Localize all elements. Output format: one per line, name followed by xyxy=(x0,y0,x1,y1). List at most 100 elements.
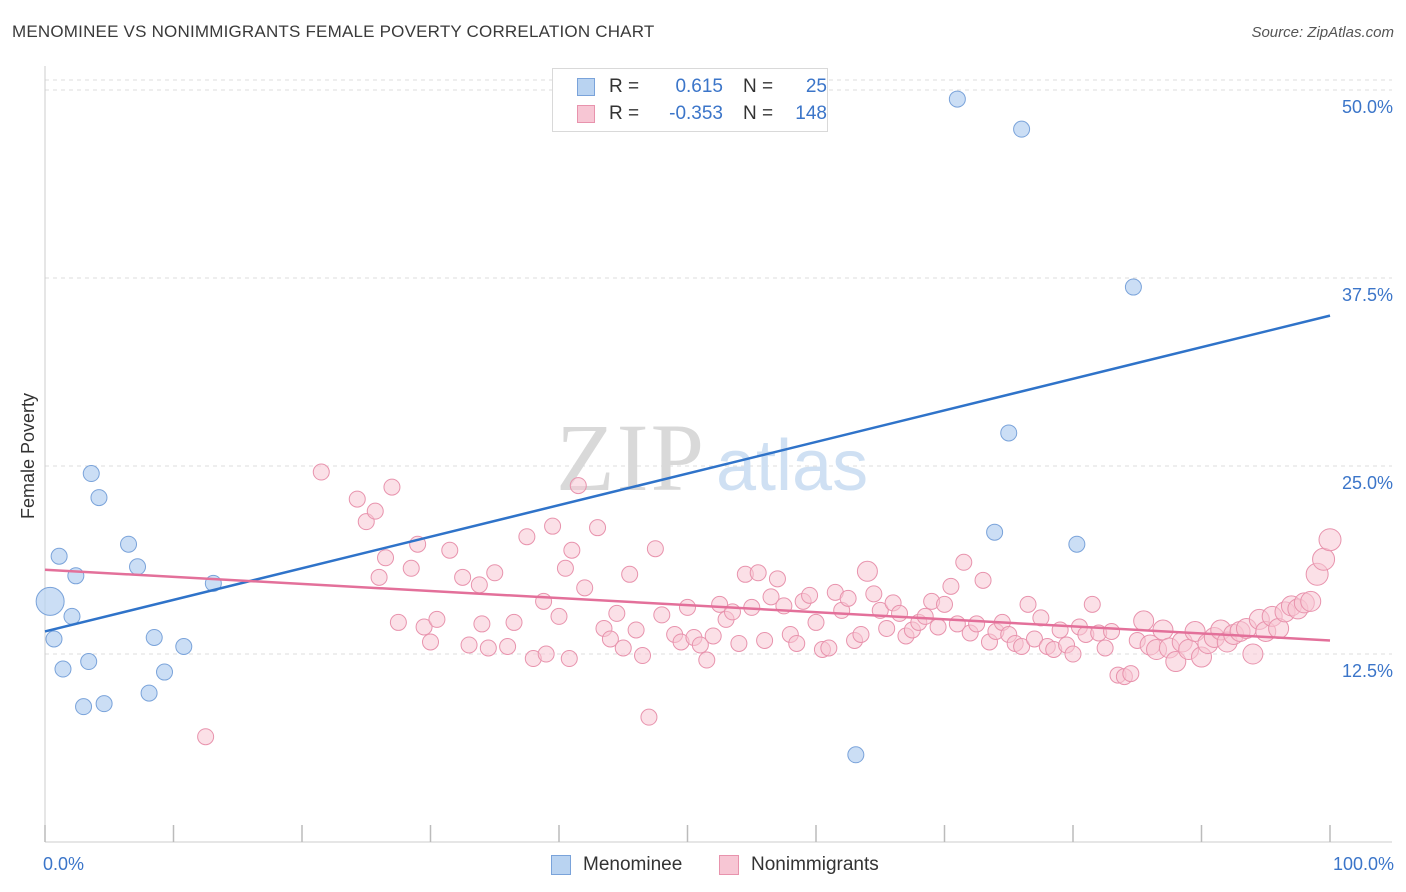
nonimmigrants-point xyxy=(556,559,574,577)
menominee-point xyxy=(63,607,81,625)
nonimmigrants-point xyxy=(704,627,722,645)
nonimmigrants-point xyxy=(942,577,960,595)
menominee-point xyxy=(1000,424,1018,442)
nonimmigrants-point xyxy=(1013,637,1031,655)
nonimmigrants-point xyxy=(711,595,729,613)
x-tick-labels: 0.0% 100.0% xyxy=(43,854,1394,874)
menominee-point xyxy=(140,684,158,702)
nonimmigrants-point xyxy=(749,564,767,582)
menominee-points xyxy=(35,90,1142,764)
nonimmigrants-swatch xyxy=(577,105,595,123)
nonimmigrants-point xyxy=(801,586,819,604)
r-label: R = xyxy=(609,76,640,97)
nonimmigrants-point xyxy=(820,639,838,657)
nonimmigrants-point xyxy=(1083,595,1101,613)
r-value: 0.615 xyxy=(675,76,723,97)
menominee-point xyxy=(145,628,163,646)
legend-item-menominee: Menominee xyxy=(551,852,682,878)
menominee-point xyxy=(75,698,93,716)
nonimmigrants-point xyxy=(479,639,497,657)
nonimmigrants-point xyxy=(691,636,709,654)
menominee-point xyxy=(54,660,72,678)
r-label: R = xyxy=(609,103,640,124)
nonimmigrants-point xyxy=(563,541,581,559)
nonimmigrants-point xyxy=(856,560,878,582)
source-credit: Source: ZipAtlas.com xyxy=(1251,24,1394,41)
menominee-point xyxy=(45,630,63,648)
legend-item-nonimmigrants: Nonimmigrants xyxy=(719,852,879,878)
nonimmigrants-point xyxy=(878,619,896,637)
menominee-point xyxy=(156,663,174,681)
menominee-point xyxy=(1068,535,1086,553)
nonimmigrants-point xyxy=(730,634,748,652)
nonimmigrants-point xyxy=(891,604,909,622)
nonimmigrants-point xyxy=(197,728,215,746)
axes xyxy=(44,66,1392,843)
nonimmigrants-point xyxy=(936,595,953,613)
gridlines xyxy=(45,79,1392,655)
nonimmigrants-point xyxy=(621,565,639,583)
nonimmigrants-point xyxy=(974,571,992,589)
x-tick-label: 0.0% xyxy=(43,854,84,874)
nonimmigrants-point xyxy=(601,630,619,648)
menominee-point xyxy=(120,535,138,553)
nonimmigrants-point xyxy=(366,502,384,520)
nonimmigrants-point xyxy=(537,645,555,663)
y-axis-label: Female Poverty xyxy=(18,393,38,519)
menominee-point xyxy=(175,637,193,655)
y-tick-label: 25.0% xyxy=(1342,473,1393,493)
nonimmigrants-point xyxy=(646,540,664,558)
watermark: ZIP atlas xyxy=(556,404,868,511)
r-value: -0.353 xyxy=(669,103,723,124)
nonimmigrants-point xyxy=(576,579,594,597)
n-value: 148 xyxy=(795,103,827,124)
nonimmigrants-point xyxy=(348,490,366,508)
menominee-point xyxy=(95,695,113,713)
menominee-point xyxy=(35,586,65,616)
nonimmigrants-point xyxy=(698,651,716,669)
y-tick-label: 50.0% xyxy=(1342,97,1393,117)
nonimmigrants-point xyxy=(608,604,626,622)
nonimmigrants-point xyxy=(370,568,388,586)
trend-lines xyxy=(44,314,1331,642)
nonimmigrants-point xyxy=(312,463,330,481)
stats-row-menominee: R = 0.615 N = 25 xyxy=(577,75,827,99)
nonimmigrants-point xyxy=(1096,639,1114,657)
nonimmigrants-point xyxy=(1318,528,1342,552)
menominee-point xyxy=(80,653,98,671)
nonimmigrants-point xyxy=(788,634,806,652)
menominee-point xyxy=(1124,278,1142,296)
nonimmigrants-point xyxy=(627,621,645,639)
y-tick-label: 12.5% xyxy=(1342,661,1393,681)
y-tick-label: 37.5% xyxy=(1342,285,1393,305)
nonimmigrants-point xyxy=(807,613,825,631)
chart-title: MENOMINEE VS NONIMMIGRANTS FEMALE POVERT… xyxy=(12,22,655,41)
nonimmigrants-point xyxy=(441,541,459,559)
nonimmigrants-point xyxy=(505,613,523,631)
menominee-point xyxy=(50,547,68,565)
nonimmigrants-point xyxy=(589,519,607,537)
nonimmigrants-point xyxy=(1019,595,1037,613)
menominee-point xyxy=(847,746,865,764)
nonimmigrants-point xyxy=(470,576,488,594)
x-tick-label: 100.0% xyxy=(1333,854,1394,874)
nonimmigrants-point xyxy=(415,618,433,636)
nonimmigrants-point xyxy=(679,598,696,616)
nonimmigrants-point xyxy=(614,639,632,657)
nonimmigrants-point xyxy=(1032,609,1050,627)
menominee-point xyxy=(948,90,966,108)
stats-row-nonimmigrants: R = -0.353 N = 148 xyxy=(577,102,827,126)
menominee-point xyxy=(129,558,147,576)
nonimmigrants-point xyxy=(768,570,786,588)
nonimmigrants-point xyxy=(383,478,401,496)
nonimmigrants-point xyxy=(560,650,578,668)
nonimmigrants-point xyxy=(968,615,986,633)
menominee-point xyxy=(82,465,100,483)
n-label: N = xyxy=(743,76,774,97)
nonimmigrants-point xyxy=(544,517,562,535)
nonimmigrants-trend-line xyxy=(44,568,1331,642)
nonimmigrants-point xyxy=(518,528,536,546)
nonimmigrants-point xyxy=(955,553,973,571)
n-label: N = xyxy=(743,103,774,124)
